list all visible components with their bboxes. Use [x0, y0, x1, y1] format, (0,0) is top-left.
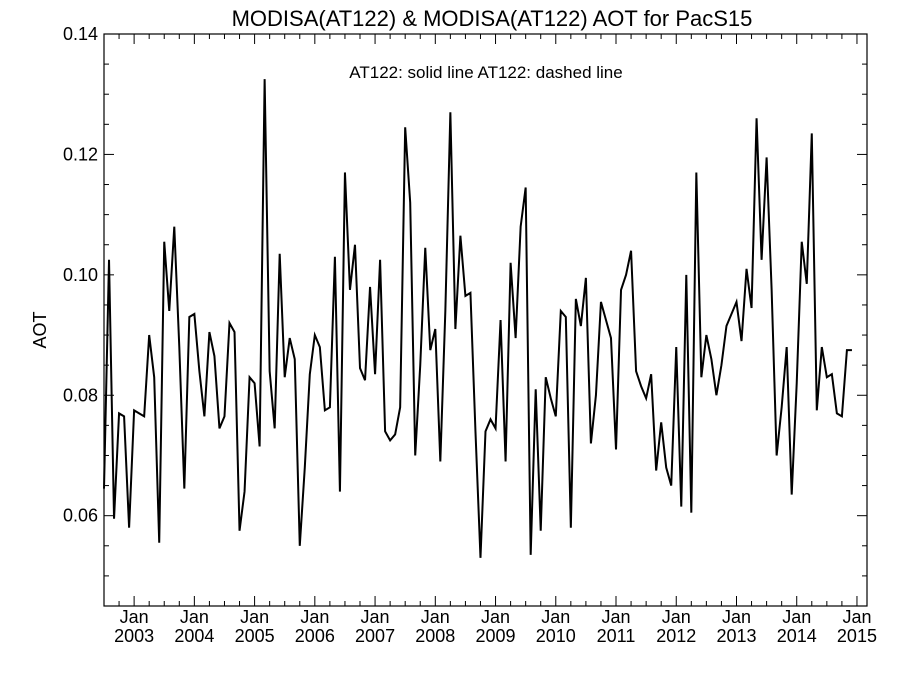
y-tick-label: 0.14 [63, 24, 98, 44]
x-tick-label-year: 2015 [837, 626, 877, 646]
x-tick-label-month: Jan [782, 607, 811, 627]
y-tick-label: 0.06 [63, 506, 98, 526]
x-tick-label-year: 2010 [536, 626, 576, 646]
series-line-solid [103, 79, 852, 558]
x-tick-label-month: Jan [300, 607, 329, 627]
line-style-annotation: AT122: solid line AT122: dashed line [349, 63, 622, 82]
x-tick-label-month: Jan [240, 607, 269, 627]
axis-ticks [103, 33, 867, 607]
x-tick-label-year: 2006 [295, 626, 335, 646]
chart-title: MODISA(AT122) & MODISA(AT122) AOT for Pa… [232, 6, 753, 31]
x-tick-label-month: Jan [541, 607, 570, 627]
y-tick-label: 0.12 [63, 144, 98, 164]
series-group [103, 79, 852, 558]
x-tick-label-month: Jan [842, 607, 871, 627]
x-tick-label-year: 2005 [235, 626, 275, 646]
plot-frame [103, 33, 868, 607]
y-tick-label: 0.08 [63, 385, 98, 405]
x-tick-label-month: Jan [662, 607, 691, 627]
x-tick-label-year: 2014 [777, 626, 817, 646]
x-tick-label-year: 2012 [656, 626, 696, 646]
x-tick-label-year: 2011 [597, 626, 636, 646]
x-tick-label-year: 2013 [716, 626, 756, 646]
x-tick-label-month: Jan [361, 607, 390, 627]
x-tick-labels: Jan2003Jan2004Jan2005Jan2006Jan2007Jan20… [114, 607, 877, 646]
x-tick-label-year: 2008 [415, 626, 455, 646]
x-tick-label-month: Jan [180, 607, 209, 627]
x-tick-label-year: 2007 [355, 626, 395, 646]
x-tick-label-year: 2003 [114, 626, 154, 646]
y-tick-labels: 0.06 0.08 0.10 0.12 0.14 [63, 24, 98, 526]
x-tick-label-year: 2004 [174, 626, 214, 646]
x-tick-label-year: 2009 [476, 626, 516, 646]
x-tick-label-month: Jan [421, 607, 450, 627]
x-tick-label-month: Jan [601, 607, 630, 627]
y-axis-label: AOT [30, 311, 50, 348]
x-tick-label-month: Jan [481, 607, 510, 627]
x-tick-label-month: Jan [120, 607, 149, 627]
x-tick-label-month: Jan [722, 607, 751, 627]
y-tick-label: 0.10 [63, 265, 98, 285]
